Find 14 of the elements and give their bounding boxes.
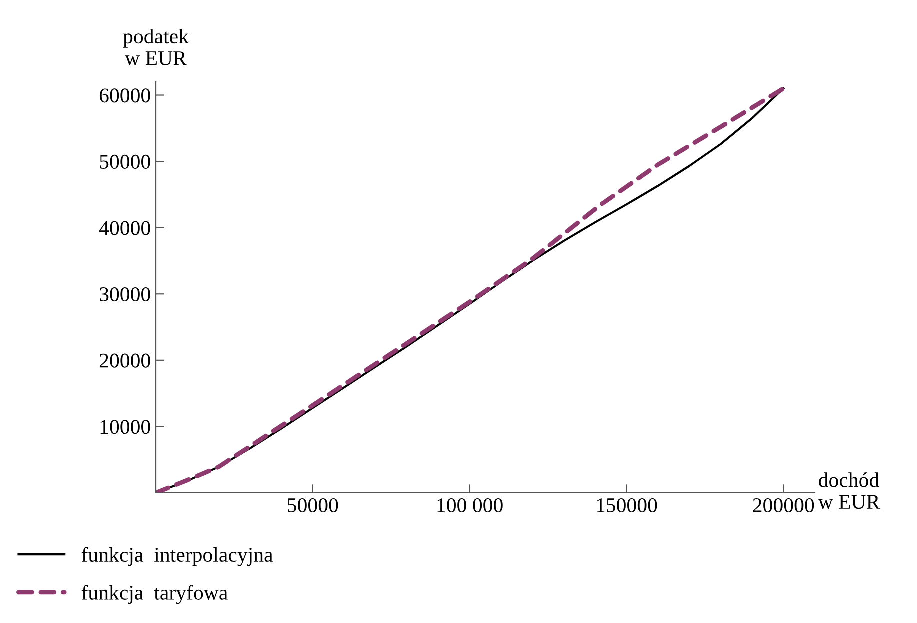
y-tick-label: 10000: [100, 420, 150, 434]
y-tick-label: 20000: [100, 354, 150, 368]
y-tick-label: 60000: [100, 88, 150, 103]
legend-label: funkcja interpolacyjna: [82, 547, 274, 566]
y-axis-title: podatek w EUR: [123, 28, 189, 66]
y-tick-label: 50000: [100, 154, 150, 169]
y-tick-label: 40000: [99, 221, 150, 236]
x-tick-label: 50000: [288, 498, 338, 513]
x-tick-label: 100 000: [438, 498, 503, 513]
legend-label: funkcja taryfowa: [82, 585, 228, 604]
y-tick-label: 30000: [100, 288, 150, 302]
x-tick-label: 150000: [597, 498, 658, 513]
x-axis-title: dochód w EUR: [818, 472, 880, 510]
x-tick-label: 200000: [753, 498, 814, 513]
